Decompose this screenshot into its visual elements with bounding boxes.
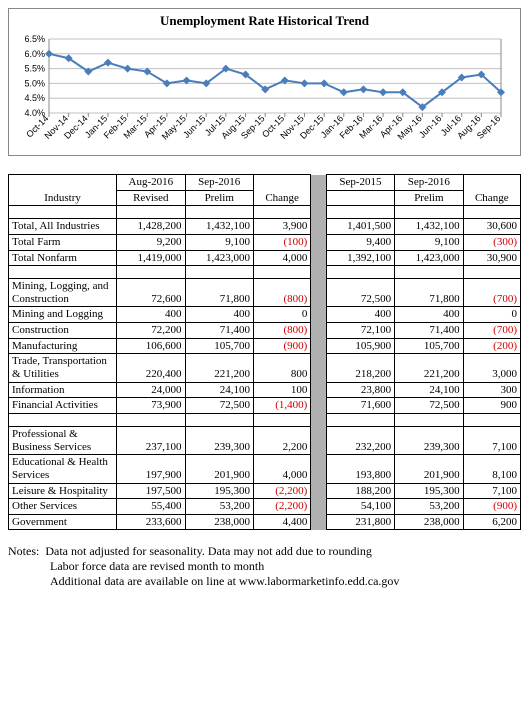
table-row: Total Farm9,2009,100(100)9,4009,100(300) xyxy=(9,234,521,250)
unemployment-chart: Unemployment Rate Historical Trend 4.0%4… xyxy=(8,8,521,156)
table-row: Financial Activities73,90072,500(1,400)7… xyxy=(9,398,521,414)
svg-text:Jun-16: Jun-16 xyxy=(417,113,444,140)
svg-text:6.5%: 6.5% xyxy=(24,34,45,44)
table-row: Other Services55,40053,200(2,200)54,1005… xyxy=(9,499,521,515)
notes: Notes: Data not adjusted for seasonality… xyxy=(8,544,521,589)
header-prelim1: Prelim xyxy=(185,190,253,206)
table-row: Mining, Logging, and Construction72,6007… xyxy=(9,279,521,307)
svg-text:5.0%: 5.0% xyxy=(24,78,45,88)
table-row: Mining and Logging40040004004000 xyxy=(9,307,521,323)
header-industry: Industry xyxy=(9,175,117,206)
notes-line2: Labor force data are revised month to mo… xyxy=(8,559,521,574)
notes-line1: Notes: Data not adjusted for seasonality… xyxy=(8,544,521,559)
table-body: Total, All Industries1,428,2001,432,1003… xyxy=(9,206,521,530)
table-row: Government233,600238,0004,400231,800238,… xyxy=(9,514,521,530)
table-row: Leisure & Hospitality197,500195,300(2,20… xyxy=(9,483,521,499)
svg-text:4.5%: 4.5% xyxy=(24,93,45,103)
header-change2: Change xyxy=(463,175,520,206)
notes-line3: Additional data are available on line at… xyxy=(8,574,521,589)
header-sep2015-blank xyxy=(326,190,394,206)
header-change1: Change xyxy=(253,175,310,206)
svg-text:Jun-15: Jun-15 xyxy=(181,113,208,140)
table-row: Manufacturing106,600105,700(900)105,9001… xyxy=(9,338,521,354)
header-revised: Revised xyxy=(117,190,185,206)
table-row: Educational & Health Services197,900201,… xyxy=(9,455,521,483)
header-sep2016a: Sep-2016 xyxy=(185,175,253,191)
table-row: Total Nonfarm1,419,0001,423,0004,0001,39… xyxy=(9,250,521,266)
svg-text:5.5%: 5.5% xyxy=(24,64,45,74)
chart-svg: 4.0%4.5%5.0%5.5%6.0%6.5%Oct-14Nov-14Dec-… xyxy=(15,33,505,153)
table-row: Information24,00024,10010023,80024,10030… xyxy=(9,382,521,398)
table-row: Construction72,20071,400(800)72,10071,40… xyxy=(9,323,521,339)
gap-header xyxy=(311,175,326,206)
industry-table: Industry Aug-2016 Sep-2016 Change Sep-20… xyxy=(8,174,521,530)
svg-text:6.0%: 6.0% xyxy=(24,49,45,59)
header-sep2016b: Sep-2016 xyxy=(395,175,463,191)
header-prelim2: Prelim xyxy=(395,190,463,206)
chart-title: Unemployment Rate Historical Trend xyxy=(15,13,514,29)
table-row: Professional & Business Services237,1002… xyxy=(9,426,521,454)
header-aug2016: Aug-2016 xyxy=(117,175,185,191)
table-row: Total, All Industries1,428,2001,432,1003… xyxy=(9,219,521,235)
header-sep2015: Sep-2015 xyxy=(326,175,394,191)
table-row: Trade, Transportation & Utilities220,400… xyxy=(9,354,521,382)
